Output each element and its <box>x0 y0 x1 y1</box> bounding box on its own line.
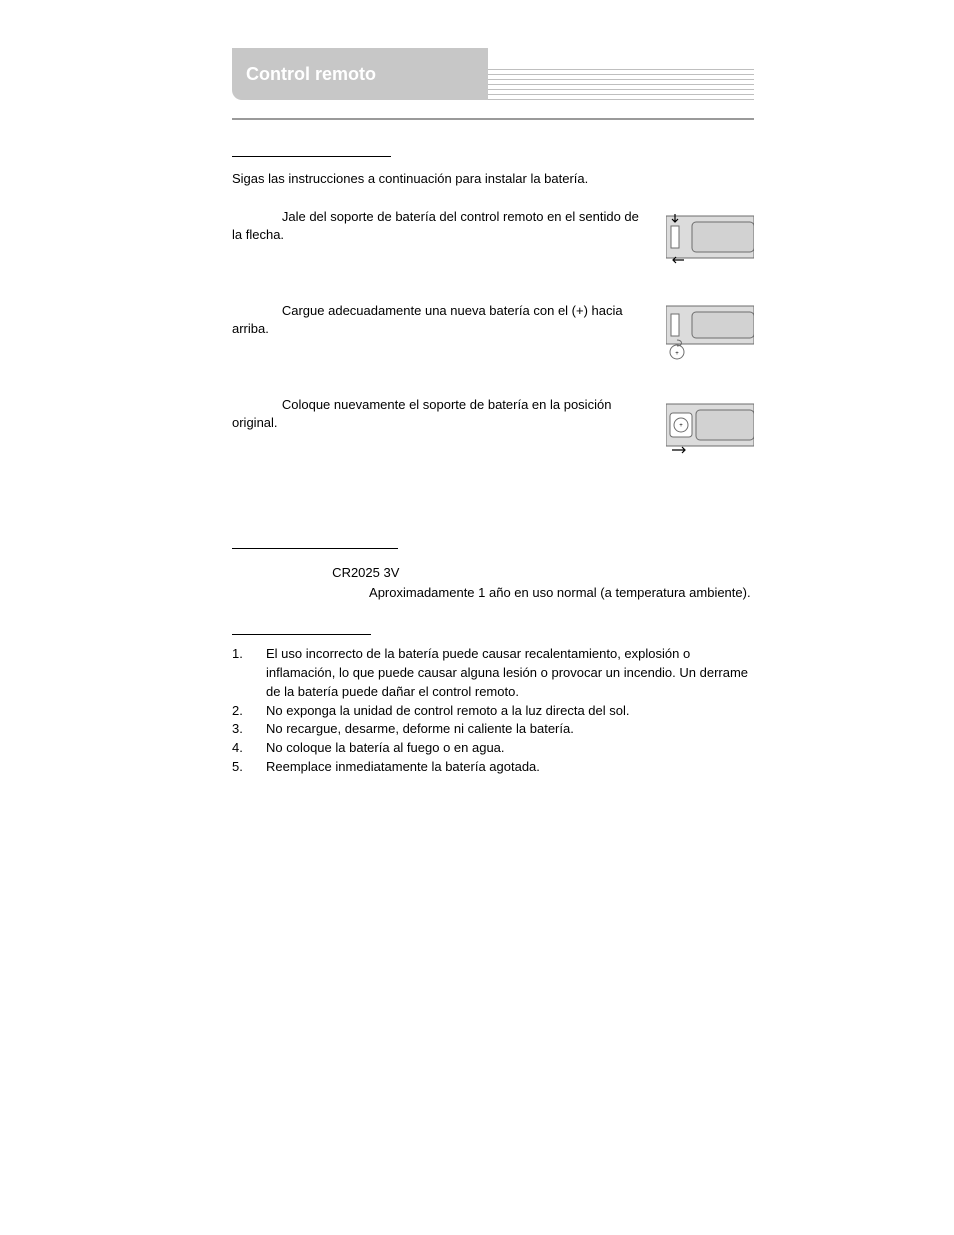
battery-life-label: Vida útil de la batería: <box>232 585 366 600</box>
step-1-text: Paso 1: Jale del soporte de batería del … <box>232 208 648 266</box>
note-item: 5. Reemplace inmediatamente la batería a… <box>232 758 754 777</box>
step-2-diagram: + <box>666 302 754 360</box>
page-header: Control remoto <box>232 48 754 100</box>
step-3-label: Paso 3: <box>232 397 278 412</box>
notes-section: Nota de importancia: 1. El uso incorrect… <box>232 616 754 777</box>
notes-list: 1. El uso incorrecto de la batería puede… <box>232 645 754 777</box>
step-1-label: Paso 1: <box>232 209 278 224</box>
note-number: 4. <box>232 739 266 758</box>
notes-title: Nota de importancia: <box>232 616 371 635</box>
battery-type-value: CR2025 3V <box>329 565 400 580</box>
battery-info-title: Información de la batería <box>232 530 398 549</box>
step-2-body: Cargue adecuadamente una nueva batería c… <box>232 303 623 336</box>
battery-info-section: Información de la batería Tipo de baterí… <box>232 530 754 602</box>
note-text: El uso incorrecto de la batería puede ca… <box>266 645 754 702</box>
svg-text:+: + <box>679 423 683 429</box>
note-number: 2. <box>232 702 266 721</box>
header-rule <box>232 118 754 120</box>
note-item: 1. El uso incorrecto de la batería puede… <box>232 645 754 702</box>
install-step-3: Paso 3: Coloque nuevamente el soporte de… <box>232 396 754 454</box>
note-number: 1. <box>232 645 266 702</box>
page-container: Control remoto Instalación de la batería… <box>0 0 954 825</box>
step-3-body: Coloque nuevamente el soporte de batería… <box>232 397 611 430</box>
header-tab: Control remoto <box>232 48 488 100</box>
note-text: Reemplace inmediatamente la batería agot… <box>266 758 754 777</box>
step-1-diagram <box>666 208 754 266</box>
step-3-text: Paso 3: Coloque nuevamente el soporte de… <box>232 396 648 454</box>
note-text: No recargue, desarme, deforme ni calient… <box>266 720 754 739</box>
step-2-label: Paso 2: <box>232 303 278 318</box>
battery-info-body: Tipo de batería: CR2025 3V Vida útil de … <box>232 563 754 602</box>
svg-text:+: + <box>675 351 679 357</box>
note-item: 2. No exponga la unidad de control remot… <box>232 702 754 721</box>
battery-type-label: Tipo de batería: <box>232 565 329 580</box>
header-decorative-lines <box>488 48 754 100</box>
note-text: No exponga la unidad de control remoto a… <box>266 702 754 721</box>
header-tab-label: Control remoto <box>246 64 376 85</box>
install-title: Instalación de la batería <box>232 138 391 157</box>
step-3-diagram: + <box>666 396 754 454</box>
step-1-body: Jale del soporte de batería del control … <box>232 209 639 242</box>
note-item: 4. No coloque la batería al fuego o en a… <box>232 739 754 758</box>
note-number: 3. <box>232 720 266 739</box>
install-step-2: Paso 2: Cargue adecuadamente una nueva b… <box>232 302 754 360</box>
step-2-text: Paso 2: Cargue adecuadamente una nueva b… <box>232 302 648 360</box>
battery-life-value: Aproximadamente 1 año en uso normal (a t… <box>366 585 750 600</box>
install-section: Instalación de la batería Sigas las inst… <box>232 138 754 454</box>
install-intro: Sigas las instrucciones a continuación p… <box>232 171 754 186</box>
install-step-1: Paso 1: Jale del soporte de batería del … <box>232 208 754 266</box>
note-item: 3. No recargue, desarme, deforme ni cali… <box>232 720 754 739</box>
note-number: 5. <box>232 758 266 777</box>
note-text: No coloque la batería al fuego o en agua… <box>266 739 754 758</box>
